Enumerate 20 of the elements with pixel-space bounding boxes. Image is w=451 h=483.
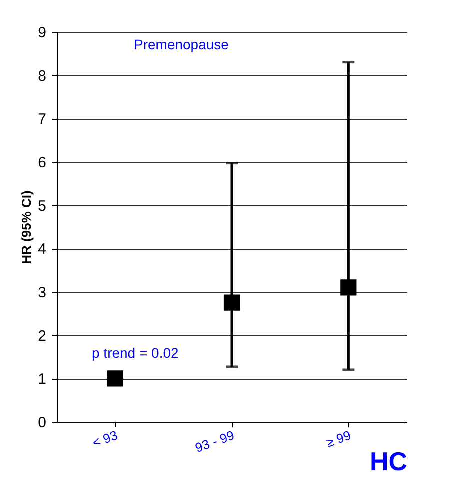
- y-tick-label: 7: [38, 111, 46, 128]
- y-tick-label: 2: [38, 328, 46, 345]
- annotation: Premenopause: [134, 36, 230, 53]
- y-tick-label: 0: [38, 414, 46, 432]
- x-tick-label: ≥ 99: [324, 428, 354, 450]
- annotation: p trend = 0.02: [92, 344, 180, 361]
- y-tick-label: 3: [38, 284, 46, 302]
- y-tick-label: 6: [38, 154, 46, 172]
- y-tick-label: 4: [38, 241, 46, 258]
- y-tick-label: 1: [38, 371, 46, 388]
- y-tick-label: 5: [38, 198, 46, 215]
- y-tick-label: 9: [38, 24, 46, 42]
- x-tick-label: 93 - 99: [193, 428, 236, 456]
- x-axis-title: HC: [370, 446, 408, 477]
- y-axis-title: HR (95% CI): [19, 190, 34, 264]
- point: [224, 294, 240, 311]
- point: [340, 280, 357, 296]
- x-tick-label: < 93: [90, 428, 120, 450]
- point: [107, 370, 124, 387]
- y-tick-label: 8: [38, 68, 46, 85]
